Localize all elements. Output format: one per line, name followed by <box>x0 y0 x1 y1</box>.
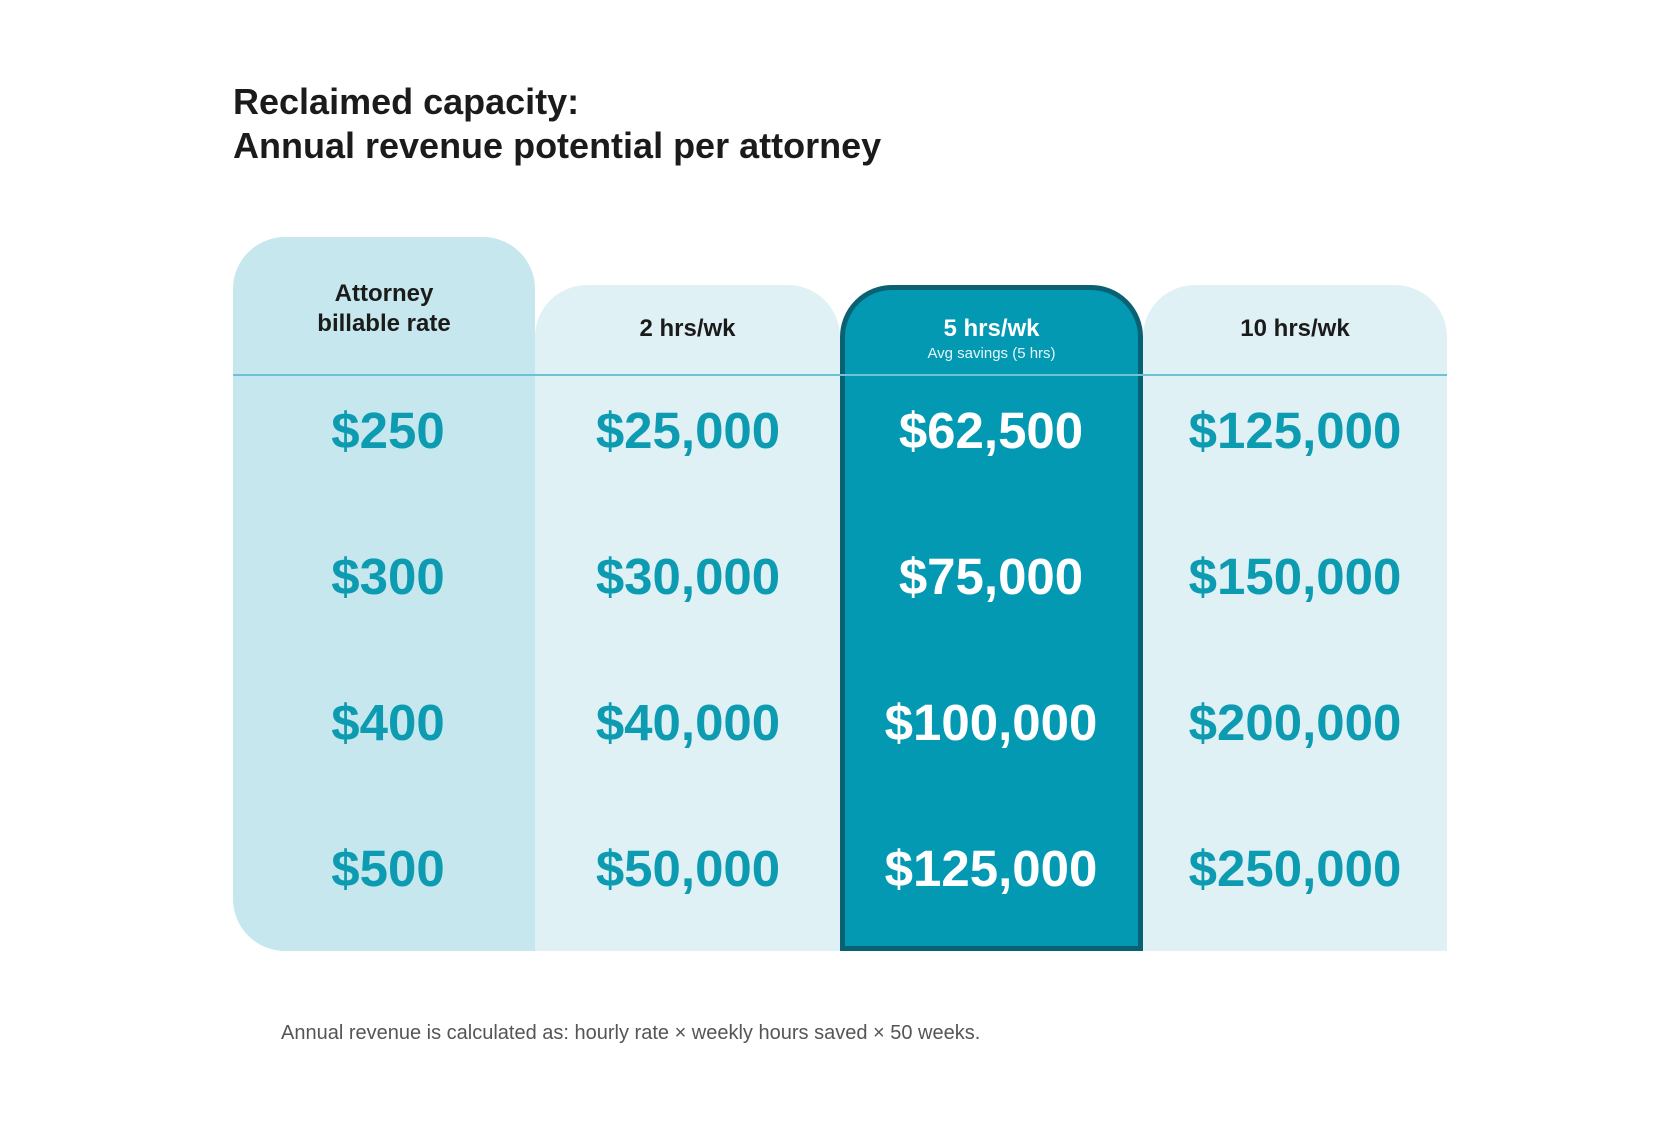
table-cell: $200,000 <box>1188 694 1402 751</box>
footnote: Annual revenue is calculated as: hourly … <box>281 1022 981 1044</box>
table-cell: $300 <box>331 548 445 605</box>
column-header: Attorney <box>334 280 434 307</box>
highlight-column <box>840 285 1143 951</box>
table-cell: $400 <box>331 694 445 751</box>
table-cell: $125,000 <box>884 840 1098 897</box>
table-cell: $500 <box>331 840 445 897</box>
table-cell: $62,500 <box>898 402 1084 459</box>
table-cell: $125,000 <box>1188 402 1402 459</box>
table-cell: $100,000 <box>884 694 1098 751</box>
table-cell: $30,000 <box>595 548 781 605</box>
column-header: billable rate <box>317 310 451 337</box>
column-header: 10 hrs/wk <box>1240 315 1350 342</box>
column-header: 2 hrs/wk <box>639 315 736 342</box>
table-cell: $250,000 <box>1188 840 1402 897</box>
table-cell: $40,000 <box>595 694 781 751</box>
column-note: Avg savings (5 hrs) <box>927 345 1056 362</box>
column-header: 5 hrs/wk <box>943 315 1040 342</box>
column-bg <box>233 237 535 951</box>
table-cell: $75,000 <box>898 548 1084 605</box>
column-bg <box>1143 285 1447 951</box>
column-bg <box>535 285 840 951</box>
table-cell: $50,000 <box>595 840 781 897</box>
table-cell: $250 <box>331 402 445 459</box>
table-cell: $25,000 <box>595 402 781 459</box>
title-line: Reclaimed capacity: <box>233 81 580 122</box>
title-line: Annual revenue potential per attorney <box>233 125 882 166</box>
header-divider <box>233 374 1447 376</box>
table-cell: $150,000 <box>1188 548 1402 605</box>
